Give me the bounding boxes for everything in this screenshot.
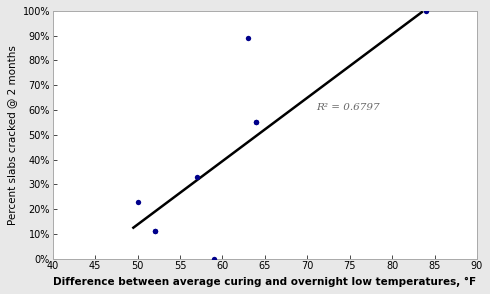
Point bbox=[150, 229, 158, 234]
Point bbox=[193, 175, 201, 179]
Point bbox=[134, 199, 142, 204]
Point bbox=[210, 256, 218, 261]
Text: R² = 0.6797: R² = 0.6797 bbox=[316, 103, 379, 112]
Point bbox=[252, 120, 260, 125]
Point bbox=[252, 120, 260, 125]
X-axis label: Difference between average curing and overnight low temperatures, °F: Difference between average curing and ov… bbox=[53, 277, 476, 287]
Point bbox=[150, 229, 158, 234]
Point bbox=[422, 9, 430, 13]
Point bbox=[244, 36, 252, 41]
Y-axis label: Percent slabs cracked @ 2 months: Percent slabs cracked @ 2 months bbox=[7, 45, 17, 225]
